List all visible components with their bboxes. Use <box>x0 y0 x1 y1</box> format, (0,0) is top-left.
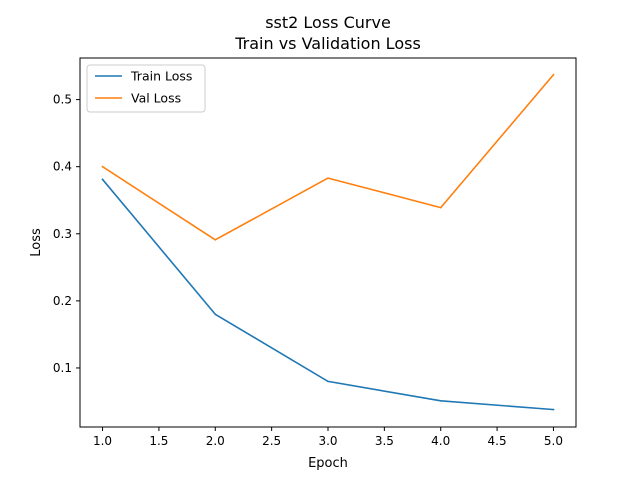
data-point <box>214 313 217 316</box>
y-tick-label: 0.1 <box>53 361 72 375</box>
legend: Train Loss Val Loss <box>86 64 206 113</box>
x-tick-label: 1.0 <box>93 434 112 448</box>
chart-subtitle: Train vs Validation Loss <box>234 34 421 53</box>
series-layer <box>101 73 555 411</box>
x-tick-label: 2.0 <box>206 434 225 448</box>
x-tick-label: 1.5 <box>149 434 168 448</box>
data-point <box>327 380 329 383</box>
data-point <box>327 177 329 179</box>
ticks-layer: 1.0 1.5 2.0 2.5 3.0 3.5 4.0 4.5 5.0 0.1 0.2 0.3 0.4 0… <box>53 93 563 448</box>
x-axis-label: Epoch <box>308 456 348 471</box>
data-point <box>101 165 104 168</box>
y-tick-label: 0.3 <box>53 227 72 241</box>
x-tick-label: 4.5 <box>488 434 507 448</box>
legend-label: Val Loss <box>131 91 181 106</box>
x-tick-label: 2.5 <box>262 434 281 448</box>
y-tick-label: 0.5 <box>53 93 72 107</box>
x-tick-label: 5.0 <box>544 434 563 448</box>
y-tick-label: 0.2 <box>53 294 72 308</box>
data-point <box>552 408 555 411</box>
data-point <box>101 178 104 181</box>
data-point <box>552 73 555 76</box>
x-tick-label: 3.5 <box>375 434 394 448</box>
chart-title: sst2 Loss Curve <box>265 13 391 32</box>
x-tick-label: 4.0 <box>431 434 450 448</box>
legend-label: Train Loss <box>130 69 192 84</box>
data-point <box>214 239 217 241</box>
data-point <box>439 206 442 209</box>
y-tick-label: 0.4 <box>53 160 72 174</box>
data-point <box>439 400 442 402</box>
x-tick-label: 3.0 <box>318 434 337 448</box>
plot-frame <box>79 57 577 428</box>
y-axis-label: Loss <box>29 228 44 257</box>
